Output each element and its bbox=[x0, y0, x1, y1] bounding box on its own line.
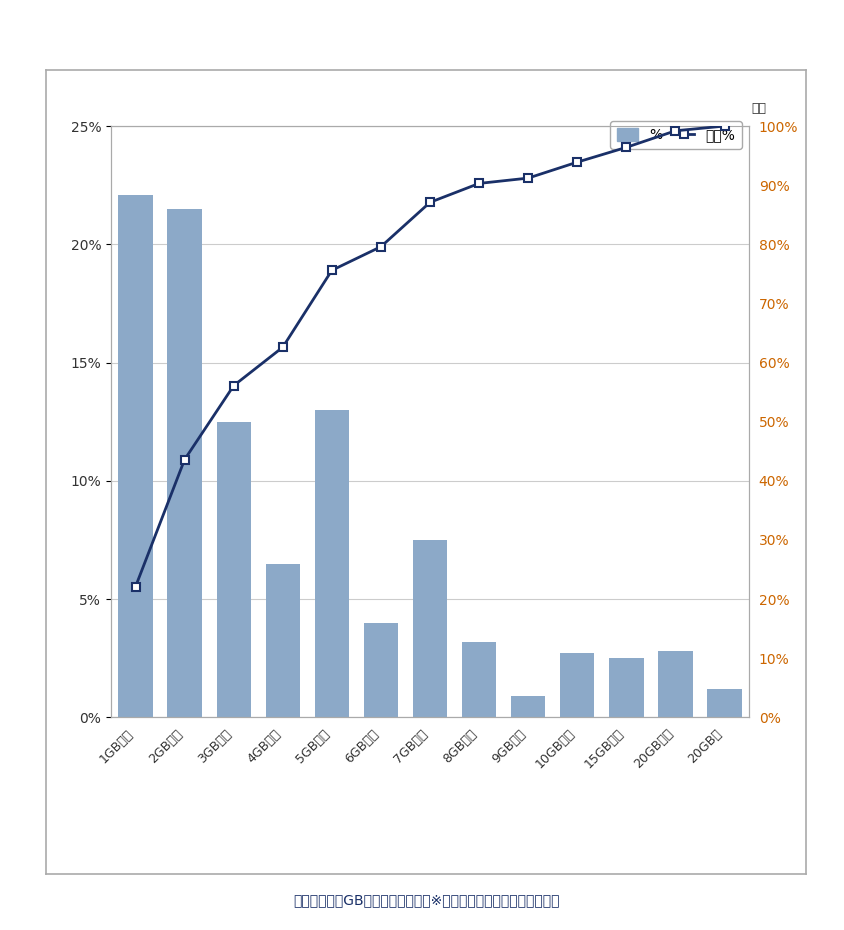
Bar bbox=[707, 689, 742, 717]
Text: （累: （累 bbox=[752, 102, 766, 115]
Bar bbox=[609, 658, 643, 717]
Bar bbox=[167, 209, 202, 717]
Bar bbox=[560, 654, 594, 717]
Text: 【データ3】スマートフォンの月間データ通信量（GB）※モバイル通信のみ: 【データ3】スマートフォンの月間データ通信量（GB）※モバイル通信のみ bbox=[217, 19, 627, 37]
Bar bbox=[658, 651, 693, 717]
Bar bbox=[413, 540, 447, 717]
Bar bbox=[364, 623, 398, 717]
Bar bbox=[217, 421, 251, 717]
Bar bbox=[315, 410, 349, 717]
Bar bbox=[511, 696, 545, 717]
Text: 月間通信量（GB：ギガバイト）　※「通信量がわからない」を除く: 月間通信量（GB：ギガバイト） ※「通信量がわからない」を除く bbox=[293, 893, 560, 907]
Legend: %, 累積%: %, 累積% bbox=[610, 121, 742, 149]
Bar bbox=[118, 194, 153, 717]
Bar bbox=[462, 642, 496, 717]
Bar bbox=[266, 564, 300, 717]
